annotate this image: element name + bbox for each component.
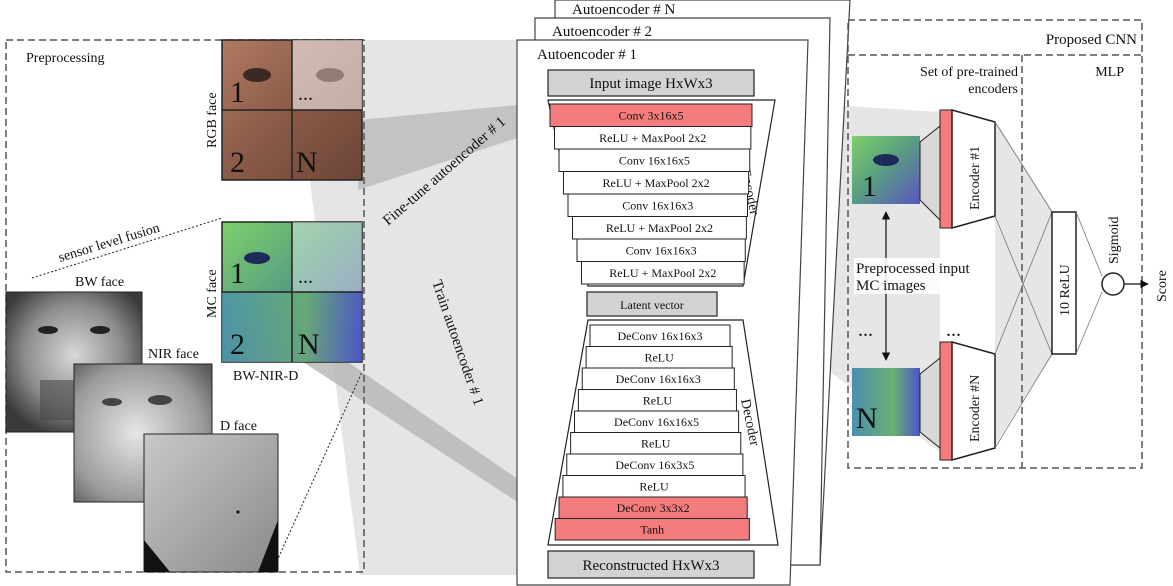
mc-face-label: MC face bbox=[205, 269, 220, 318]
rgb-face-image bbox=[221, 39, 363, 181]
mc-patch-dots: ... bbox=[298, 266, 313, 288]
preprocessing-title: Preprocessing bbox=[26, 51, 105, 66]
decoder-layer-label-3: DeConv 16x16x3 bbox=[616, 372, 701, 386]
rgb-patch-2: 2 bbox=[230, 146, 245, 179]
decoder-layer-label-2: ReLU bbox=[644, 350, 674, 364]
mc-patch-n-image bbox=[852, 368, 920, 436]
encoder-1-label: Encoder #1 bbox=[968, 146, 983, 210]
encoders-title-line1: Set of pre-trained bbox=[920, 65, 1018, 80]
autoencoder-1-label: Autoencoder # 1 bbox=[537, 47, 637, 63]
decoder-layer-label-9: DeConv 3x3x2 bbox=[617, 501, 690, 515]
mc-patch-n: N bbox=[298, 328, 320, 361]
rgb-patch-n: N bbox=[296, 146, 318, 179]
decoder-layer-box-10 bbox=[554, 518, 750, 541]
encoder-layer-label-8: ReLU + MaxPool 2x2 bbox=[609, 266, 716, 280]
encoder-layer-label-4: ReLU + MaxPool 2x2 bbox=[603, 176, 710, 190]
latent-vector-label: Latent vector bbox=[620, 298, 684, 312]
autoencoder-2-label: Autoencoder # 2 bbox=[552, 24, 652, 40]
combo-label: BW-NIR-D bbox=[233, 369, 298, 384]
encoder-1-block bbox=[919, 109, 996, 229]
encoder-layer-label-6: ReLU + MaxPool 2x2 bbox=[606, 221, 713, 235]
mlp-title: MLP bbox=[1095, 65, 1124, 80]
mlp-to-sigmoid bbox=[1075, 211, 1103, 355]
relu-box bbox=[1051, 211, 1077, 355]
decoder-layer-label-7: DeConv 16x3x5 bbox=[615, 458, 694, 472]
reconstructed-label: Reconstructed HxWx3 bbox=[582, 558, 719, 574]
cnn-dots-left: ... bbox=[858, 319, 873, 341]
encoder-n-label: Encoder #N bbox=[968, 375, 983, 442]
decoder-layer-label-8: ReLU bbox=[639, 479, 669, 493]
bw-face-label: BW face bbox=[75, 275, 124, 290]
mc-face-image bbox=[221, 221, 363, 363]
decoder-layer-label-4: ReLU bbox=[643, 393, 673, 407]
mc-patch-1: 1 bbox=[230, 257, 245, 290]
encoder-layer-label-7: Conv 16x16x3 bbox=[626, 243, 697, 257]
input-image-box bbox=[547, 69, 755, 97]
reconstructed-box bbox=[547, 550, 755, 579]
d-face-image bbox=[143, 433, 279, 573]
rgb-face-label: RGB face bbox=[205, 92, 220, 148]
autoencoder-n-label: Autoencoder # N bbox=[572, 2, 675, 18]
cnn-title: Proposed CNN bbox=[1046, 32, 1137, 48]
decoder-layers: DeConv 16x16x3 ReLU DeConv 16x16x3 ReLU DeCo… bbox=[554, 324, 750, 541]
cnn-dots-right: ... bbox=[946, 319, 961, 341]
latent-vector-box bbox=[586, 291, 718, 317]
preprocessed-label-line2: MC images bbox=[856, 278, 926, 294]
rgb-patch-dots: ... bbox=[298, 83, 313, 105]
encoder-n-block bbox=[919, 341, 996, 461]
decoder-frame bbox=[547, 319, 779, 546]
encoder-layer-box-8 bbox=[581, 261, 745, 285]
decoder-layer-label-1: DeConv 16x16x3 bbox=[618, 329, 703, 343]
preprocessed-label-line1: Preprocessed input bbox=[856, 261, 971, 277]
encoders-title-line2: encoders bbox=[968, 82, 1018, 97]
encoder-layers: Conv 3x16x5 ReLU + MaxPool 2x2 Conv 16x16x… bbox=[549, 103, 753, 285]
encoder-layer-label-2: ReLU + MaxPool 2x2 bbox=[599, 131, 706, 145]
relu-label: 10 ReLU bbox=[1058, 264, 1073, 316]
encoder-layer-label-5: Conv 16x16x3 bbox=[622, 198, 693, 212]
decoder-layer-label-10: Tanh bbox=[640, 522, 664, 536]
sigmoid-node bbox=[1101, 272, 1125, 296]
nir-face-image bbox=[73, 363, 213, 503]
rgb-patch-1: 1 bbox=[230, 76, 245, 109]
mc-patch-2: 2 bbox=[230, 328, 245, 361]
decoder-layer-label-5: DeConv 16x16x5 bbox=[614, 415, 699, 429]
input-image-label: Input image HxWx3 bbox=[589, 76, 712, 92]
fusion-line bbox=[31, 217, 223, 279]
cnn-patch-1: 1 bbox=[862, 170, 877, 203]
mc-patch-1-image bbox=[852, 136, 920, 204]
encoder-layer-label-1: Conv 3x16x5 bbox=[618, 108, 683, 122]
nir-face-label: NIR face bbox=[148, 347, 199, 362]
cnn-patch-n: N bbox=[856, 402, 878, 435]
fusion-line-2 bbox=[271, 371, 363, 573]
decoder-layer-label-6: ReLU bbox=[641, 436, 671, 450]
d-face-label: D face bbox=[220, 419, 257, 434]
score-label: Score bbox=[1155, 270, 1170, 302]
mlp-connections bbox=[994, 121, 1053, 449]
cnn-frame bbox=[847, 19, 1143, 469]
sigmoid-label: Sigmoid bbox=[1107, 217, 1122, 264]
encoder-layer-label-3: Conv 16x16x5 bbox=[619, 153, 690, 167]
fusion-label: sensor level fusion bbox=[57, 221, 162, 266]
